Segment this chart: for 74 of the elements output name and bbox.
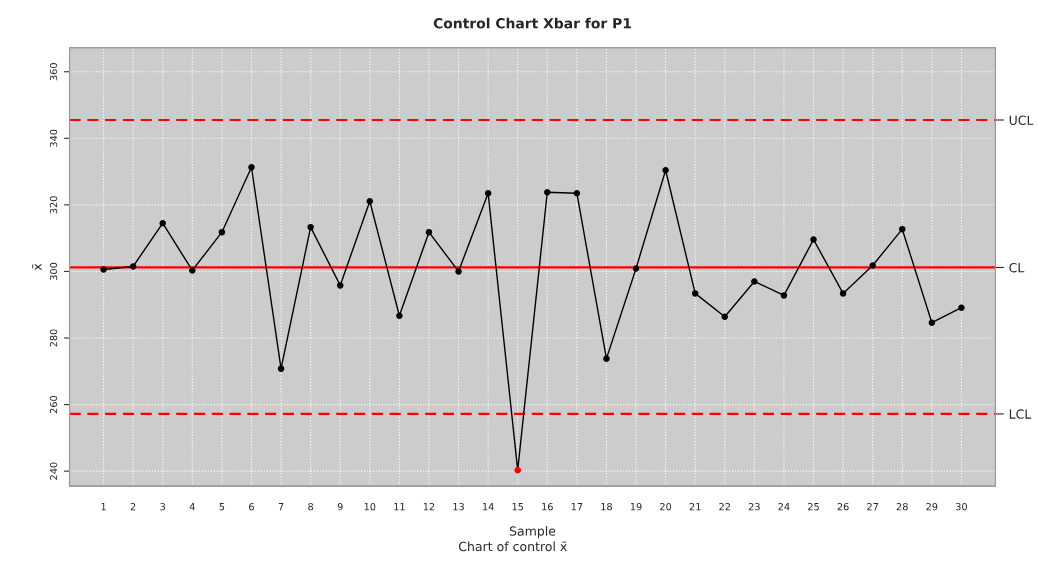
- point: [662, 167, 669, 174]
- x-tick-label: 22: [719, 502, 730, 511]
- x-tick-label: 24: [778, 502, 790, 511]
- point: [514, 466, 521, 474]
- x-tick-label: 16: [542, 502, 553, 511]
- point: [899, 225, 906, 233]
- point: [691, 290, 699, 297]
- point: [928, 319, 936, 326]
- x-tick-label: 14: [483, 503, 494, 511]
- point: [603, 355, 610, 362]
- x-axis-title: Sample: [509, 526, 556, 539]
- y-tick-label: 280: [49, 329, 58, 347]
- x-tick-label: 25: [808, 502, 819, 511]
- point: [839, 290, 847, 297]
- x-tick-label: 1: [101, 503, 106, 511]
- x-tick-label: 17: [571, 503, 583, 511]
- text: Chart of control x̄: [458, 541, 567, 552]
- point: [425, 228, 433, 236]
- y-axis-title: x̄: [32, 263, 42, 271]
- x-tick-label: 30: [955, 502, 967, 511]
- point: [780, 292, 788, 299]
- x-tick-label: 5: [219, 503, 225, 511]
- point: [129, 263, 137, 270]
- ref-line-label: UCL: [1009, 115, 1034, 125]
- x-tick-label: 2: [130, 502, 136, 511]
- point: [248, 164, 255, 171]
- x-tick-label: 6: [249, 502, 254, 511]
- x-tick-label: 4: [189, 503, 195, 511]
- y-tick-label: 320: [49, 196, 58, 214]
- point: [751, 278, 758, 285]
- point: [336, 282, 344, 289]
- x-tick-label: 20: [660, 502, 672, 511]
- x-tick-label: 3: [160, 502, 166, 511]
- x-tick-label: 19: [630, 502, 642, 511]
- x-tick-label: 27: [867, 502, 879, 511]
- point: [218, 228, 226, 236]
- chart-title: Control Chart Xbar for P1: [433, 17, 631, 29]
- point: [721, 313, 729, 320]
- y-tick-label: 240: [49, 462, 58, 480]
- x-tick-label: 21: [689, 502, 701, 511]
- ref-line-label: CL: [1009, 262, 1025, 273]
- y-tick-label: 300: [49, 262, 58, 280]
- point: [366, 197, 374, 205]
- x-tick-label: 8: [308, 502, 314, 511]
- point: [307, 223, 314, 231]
- x-tick-label: 12: [423, 502, 435, 511]
- point: [484, 189, 492, 197]
- y-tick-label: 360: [49, 63, 58, 81]
- x-tick-label: 9: [337, 502, 343, 511]
- x-tick-label: 11: [394, 503, 405, 511]
- point: [958, 304, 965, 311]
- point: [869, 262, 876, 269]
- x-tick-label: 26: [837, 502, 849, 511]
- x-tick-label: 18: [601, 502, 612, 511]
- y-tick-label: 340: [49, 129, 58, 147]
- point: [159, 219, 166, 227]
- x-tick-label: 7: [278, 503, 284, 511]
- point: [810, 236, 817, 243]
- x-tick-label: 15: [512, 503, 524, 511]
- x-tick-label: 29: [926, 502, 938, 511]
- point: [632, 265, 640, 272]
- point: [455, 268, 462, 275]
- point: [100, 266, 107, 273]
- y-tick-label: 260: [49, 395, 58, 414]
- point: [277, 365, 285, 372]
- ref-line-label: LCL: [1009, 409, 1032, 419]
- point: [573, 189, 581, 197]
- point: [544, 188, 551, 196]
- x-tick-label: 10: [364, 502, 376, 511]
- point: [396, 312, 403, 319]
- x-tick-label: 13: [453, 502, 464, 511]
- x-tick-label: 23: [748, 502, 760, 511]
- x-tick-label: 28: [896, 502, 908, 511]
- point: [189, 267, 196, 274]
